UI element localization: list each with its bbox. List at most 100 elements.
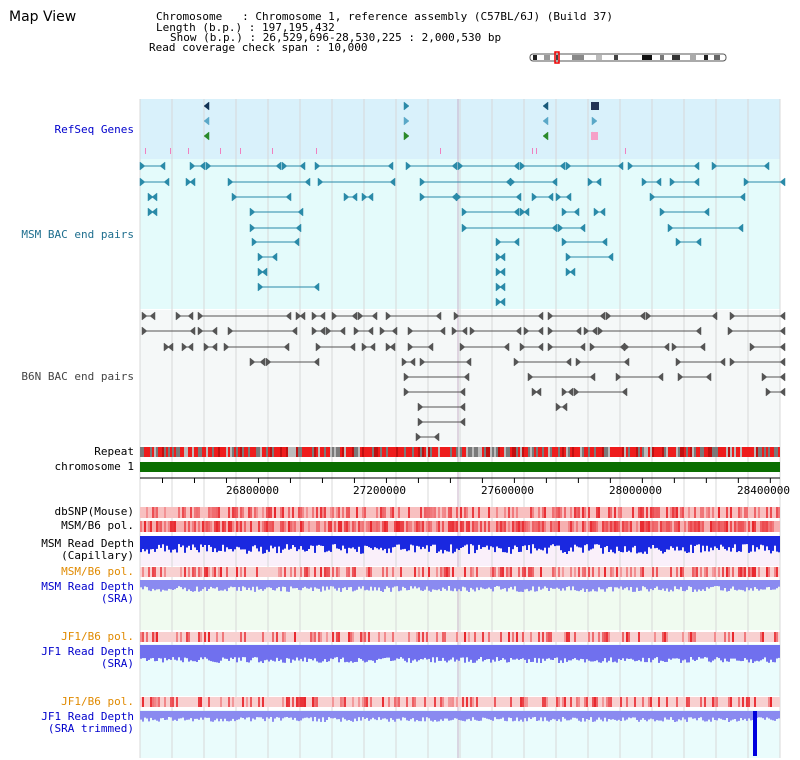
track-label-msm-depth-capillary[interactable]: MSM Read Depth <box>41 537 134 550</box>
track-label-b6n-bac[interactable]: B6N BAC end pairs <box>21 370 134 383</box>
jf1-depth-sra-bar <box>622 645 624 659</box>
track-label-chromosome[interactable]: chromosome 1 <box>54 460 134 473</box>
track-label-dbsnp[interactable]: dbSNP(Mouse) <box>54 505 134 518</box>
jf1-depth-trimmed-bar <box>406 711 408 721</box>
msm-pol-strip-cell <box>294 521 296 532</box>
jf1-depth-trimmed-bar <box>410 711 412 720</box>
msm-depth-capillary-bar <box>472 536 474 546</box>
jf1-depth-sra-bar <box>610 645 612 658</box>
track-label-jf1-depth-trimmed[interactable]: JF1 Read Depth <box>41 710 134 723</box>
track-label-msm-pol-2[interactable]: MSM/B6 pol. <box>61 565 134 578</box>
jf1-depth-trimmed-bar <box>260 711 262 718</box>
jf1-depth-trimmed-bar <box>484 711 486 718</box>
dbsnp-strip-cell <box>582 507 584 518</box>
b6n-bac-pair-end <box>319 326 326 336</box>
repeat-segment <box>358 447 360 457</box>
msm-pol-strip-cell <box>168 521 170 532</box>
jf1-depth-sra-bar <box>468 645 470 662</box>
track-label-msm-depth-sra[interactable]: MSM Read Depth <box>41 580 134 593</box>
msm-depth-sra-bar <box>388 580 390 588</box>
dbsnp-strip-cell <box>196 507 198 518</box>
track-label-jf1-pol-2[interactable]: JF1/B6 pol. <box>61 695 134 708</box>
msm-bac-pair-end <box>419 192 426 202</box>
b6n-bac-pair-end <box>537 342 544 352</box>
track-label-repeat[interactable]: Repeat <box>94 445 134 458</box>
msm-bac-pair-end <box>285 192 292 202</box>
jf1-depth-sra-bar <box>538 645 540 659</box>
msm-depth-sra-bar <box>468 580 470 592</box>
jf1-pol-2-strip-cell <box>578 697 580 707</box>
msm-pol-strip-cell <box>402 521 404 532</box>
b6n-bac-pair-end <box>583 326 590 336</box>
dbsnp-strip-cell <box>542 507 544 518</box>
dbsnp-strip-cell <box>332 507 334 518</box>
dbsnp-strip-cell <box>336 507 338 518</box>
msm-depth-sra-bar <box>162 580 164 590</box>
jf1-pol-2-strip-cell <box>746 697 748 707</box>
jf1-pol-2-strip-cell <box>364 697 366 707</box>
msm-pol-2-strip-cell <box>766 567 768 577</box>
msm-depth-capillary-bar <box>252 536 254 547</box>
repeat-segment <box>336 447 338 457</box>
repeat-segment <box>198 447 200 457</box>
repeat-segment <box>534 447 536 457</box>
jf1-pol-2-strip-cell <box>156 697 158 707</box>
msm-depth-capillary-bar <box>552 536 554 545</box>
jf1-depth-trimmed-bar <box>272 711 274 722</box>
track-label-msm-bac[interactable]: MSM BAC end pairs <box>21 228 134 241</box>
msm-pol-strip-cell <box>762 521 764 532</box>
msm-bac-pair-end <box>461 223 468 233</box>
track-label-msm-pol[interactable]: MSM/B6 pol. <box>61 519 134 532</box>
msm-depth-capillary-bar <box>442 536 444 554</box>
jf1-pol-strip-cell <box>222 632 224 642</box>
msm-depth-capillary-bar <box>608 536 610 552</box>
repeat-segment <box>484 447 486 457</box>
msm-depth-sra-bar <box>324 580 326 591</box>
msm-depth-sra-bar <box>718 580 720 587</box>
msm-depth-capillary-bar <box>218 536 220 551</box>
repeat-segment <box>418 447 420 457</box>
jf1-pol-2-strip-cell <box>200 697 202 707</box>
jf1-depth-sra-bar <box>642 645 644 658</box>
msm-depth-capillary-bar <box>210 536 212 547</box>
info-chromosome: Chromosome : Chromosome 1, reference ass… <box>156 10 613 23</box>
msm-bac-pair-end <box>649 192 656 202</box>
jf1-depth-trimmed-bar <box>234 711 236 722</box>
repeat-segment <box>456 447 458 457</box>
b6n-bac-pair-end <box>589 372 596 382</box>
jf1-depth-trimmed-bar <box>280 711 282 721</box>
repeat-segment <box>350 447 352 457</box>
msm-pol-strip-cell <box>140 521 142 532</box>
dbsnp-strip-cell <box>320 507 322 518</box>
msm-depth-sra-bar <box>316 580 318 589</box>
jf1-depth-trimmed-bar <box>462 711 464 721</box>
msm-pol-strip-cell <box>408 521 410 532</box>
msm-depth-capillary-bar <box>358 536 360 547</box>
msm-bac-pair-end <box>743 177 750 187</box>
repeat-segment <box>302 447 304 457</box>
msm-depth-capillary-bar <box>254 536 256 546</box>
refseq-tick <box>188 148 189 154</box>
msm-pol-strip-cell <box>570 521 572 532</box>
repeat-segment <box>230 447 232 457</box>
repeat-segment <box>150 447 152 457</box>
jf1-depth-trimmed-bar <box>776 711 778 719</box>
repeat-segment <box>712 447 714 457</box>
repeat-segment <box>152 447 154 457</box>
jf1-pol-2-strip-cell <box>296 697 298 707</box>
jf1-pol-2-strip-cell <box>524 697 526 707</box>
jf1-pol-2-strip-cell <box>442 697 444 707</box>
msm-depth-capillary-bar <box>142 536 144 549</box>
msm-depth-capillary-bar <box>262 536 264 554</box>
repeat-segment <box>476 447 478 457</box>
jf1-depth-sra-bar <box>218 645 220 663</box>
dbsnp-strip-cell <box>376 507 378 518</box>
msm-pol-strip-cell <box>416 521 418 532</box>
jf1-depth-trimmed-bar <box>726 711 728 718</box>
msm-depth-capillary-bar <box>630 536 632 553</box>
jf1-depth-trimmed-bar <box>478 711 480 721</box>
track-label-refseq[interactable]: RefSeq Genes <box>54 123 134 136</box>
track-label-jf1-depth-sra[interactable]: JF1 Read Depth <box>41 645 134 658</box>
track-label-jf1-pol[interactable]: JF1/B6 pol. <box>61 630 134 643</box>
jf1-depth-sra-bar <box>436 645 438 658</box>
